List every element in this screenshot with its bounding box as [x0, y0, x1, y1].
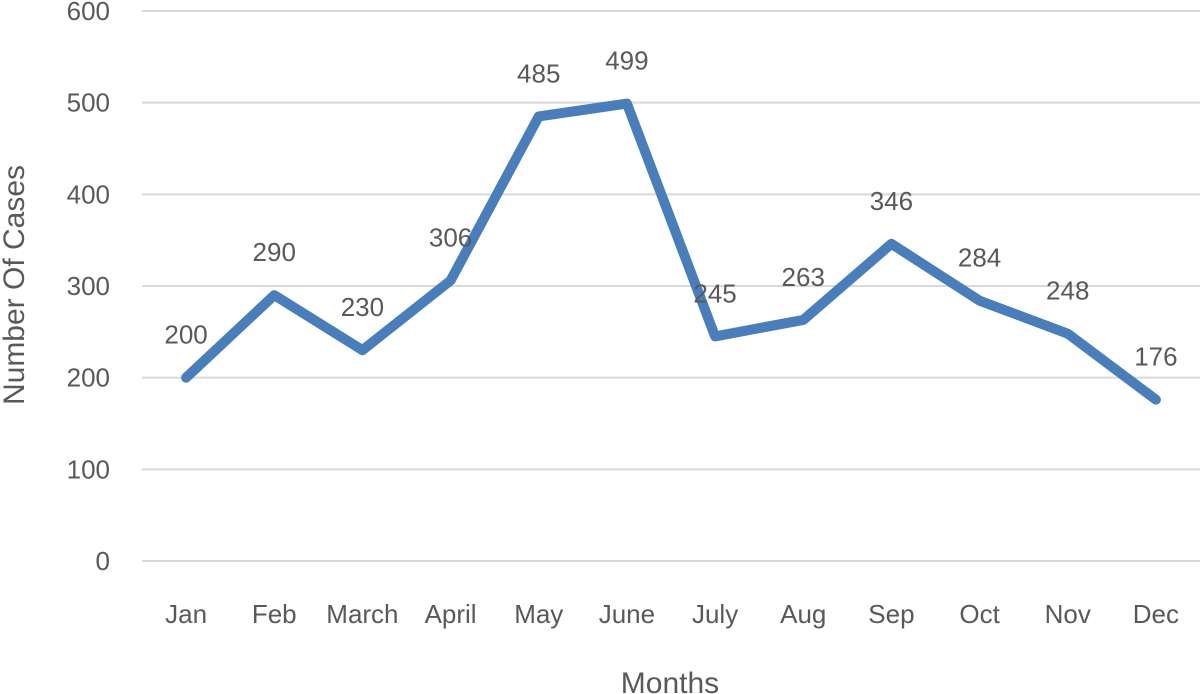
data-label: 176 [1134, 342, 1177, 372]
x-tick-label: June [599, 599, 655, 629]
x-tick-label: Nov [1045, 599, 1091, 629]
series-line-group [181, 98, 1161, 405]
data-label: 306 [429, 223, 472, 253]
data-label: 230 [341, 292, 384, 322]
data-labels: 200 290 230 306 485 499 245 263 346 284 248 176 [164, 46, 1177, 372]
x-tick-label: March [326, 599, 398, 629]
x-tick-label: Aug [780, 599, 826, 629]
y-axis-title: Number Of Cases [0, 165, 31, 405]
data-label: 284 [958, 243, 1001, 273]
x-axis-title: Months [621, 667, 719, 694]
data-label: 499 [605, 46, 648, 76]
data-label: 245 [693, 278, 736, 308]
y-tick-label: 200 [67, 363, 110, 393]
data-label: 200 [164, 320, 207, 350]
x-tick-label: Jan [165, 599, 207, 629]
series-line [181, 98, 1161, 405]
y-tick-label: 100 [67, 454, 110, 484]
x-tick-label: July [692, 599, 738, 629]
x-axis-categories: Jan Feb March April May June July Aug Sep Oct Nov D… [165, 599, 1179, 629]
data-label: 346 [870, 186, 913, 216]
y-tick-label: 0 [96, 546, 110, 576]
gridlines [142, 10, 1200, 562]
x-tick-label: Dec [1133, 599, 1179, 629]
data-label: 248 [1046, 276, 1089, 306]
y-axis-ticks: 0 100 200 300 400 500 600 [67, 0, 110, 576]
y-tick-label: 600 [67, 0, 110, 26]
x-tick-label: Feb [252, 599, 297, 629]
y-tick-label: 400 [67, 179, 110, 209]
x-tick-label: Sep [868, 599, 914, 629]
x-tick-label: Oct [959, 599, 1000, 629]
y-tick-label: 300 [67, 271, 110, 301]
y-tick-label: 500 [67, 88, 110, 118]
data-label: 263 [782, 262, 825, 292]
x-tick-label: April [425, 599, 477, 629]
data-label: 485 [517, 58, 560, 88]
x-tick-label: May [514, 599, 563, 629]
data-label: 290 [253, 237, 296, 267]
